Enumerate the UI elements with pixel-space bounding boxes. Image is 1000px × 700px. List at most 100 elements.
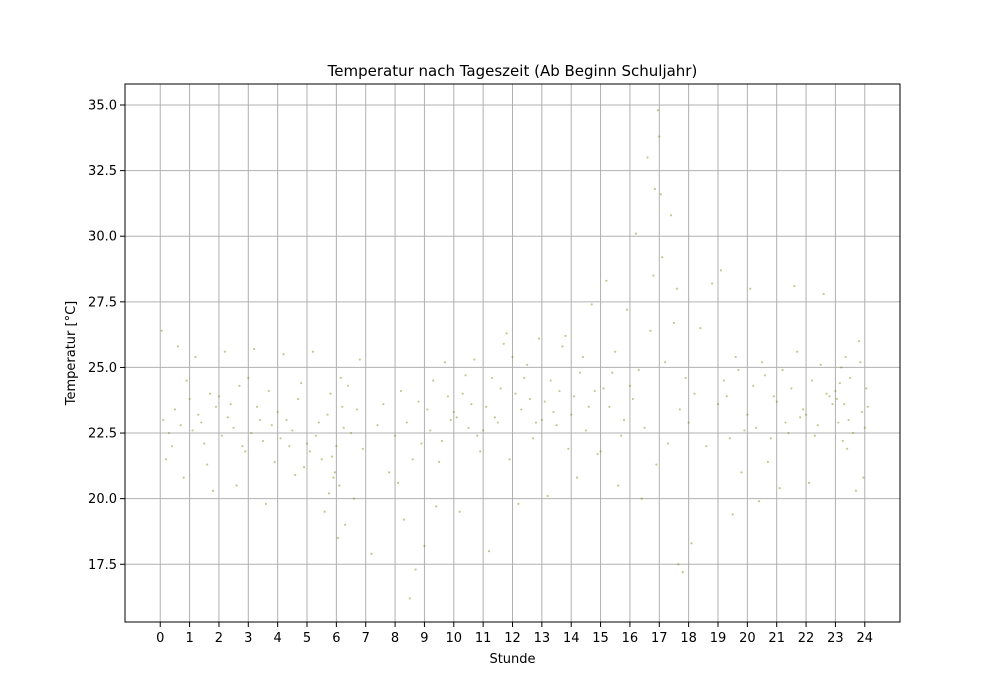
data-point bbox=[661, 256, 664, 259]
data-point bbox=[796, 350, 799, 353]
data-point bbox=[336, 536, 339, 540]
data-point bbox=[493, 416, 496, 419]
data-point bbox=[567, 447, 570, 450]
data-point bbox=[634, 232, 637, 235]
data-point bbox=[819, 363, 822, 366]
data-point bbox=[675, 287, 678, 290]
data-point bbox=[699, 326, 702, 330]
data-point bbox=[799, 416, 802, 419]
x-tick-label: 20 bbox=[739, 631, 756, 646]
data-point bbox=[438, 460, 441, 464]
data-point bbox=[432, 379, 435, 382]
data-point bbox=[440, 439, 444, 443]
data-point bbox=[420, 442, 423, 445]
data-point bbox=[658, 135, 661, 138]
data-point bbox=[628, 384, 632, 387]
data-point bbox=[382, 403, 385, 406]
data-point bbox=[223, 350, 226, 353]
data-point bbox=[173, 408, 177, 411]
data-point bbox=[476, 434, 479, 437]
data-point bbox=[256, 405, 259, 408]
data-point bbox=[302, 466, 306, 469]
data-point bbox=[361, 447, 364, 450]
data-point bbox=[844, 355, 847, 359]
data-point bbox=[605, 279, 608, 282]
data-point bbox=[399, 389, 403, 393]
data-point bbox=[711, 282, 714, 285]
data-point bbox=[342, 426, 345, 429]
data-point bbox=[417, 400, 420, 403]
x-tick-label: 18 bbox=[680, 631, 697, 646]
data-point bbox=[716, 403, 720, 406]
data-point bbox=[637, 368, 640, 372]
data-point bbox=[229, 403, 232, 406]
data-point bbox=[731, 513, 734, 516]
data-point bbox=[631, 397, 634, 401]
data-point bbox=[300, 382, 303, 385]
data-point bbox=[778, 487, 781, 490]
data-point bbox=[426, 408, 429, 411]
data-point bbox=[235, 484, 238, 487]
data-point bbox=[584, 429, 587, 432]
data-point bbox=[388, 471, 391, 474]
data-point bbox=[402, 518, 405, 521]
data-point bbox=[258, 418, 262, 422]
x-tick-label: 21 bbox=[768, 631, 785, 646]
data-point bbox=[191, 429, 194, 432]
x-tick-label: 4 bbox=[274, 631, 282, 646]
data-point bbox=[376, 424, 379, 427]
x-tick-label: 10 bbox=[446, 631, 463, 646]
data-point bbox=[185, 379, 188, 382]
y-tick-label: 35.0 bbox=[88, 98, 117, 113]
data-point bbox=[339, 376, 342, 380]
data-point bbox=[520, 408, 523, 411]
data-point bbox=[643, 426, 646, 429]
x-tick-label: 9 bbox=[420, 631, 428, 646]
data-point bbox=[775, 400, 778, 403]
data-point bbox=[558, 389, 561, 393]
data-point bbox=[526, 363, 529, 366]
data-point bbox=[194, 355, 197, 359]
data-point bbox=[652, 274, 655, 277]
x-axis-label: Stunde bbox=[489, 652, 535, 667]
data-point bbox=[857, 340, 861, 343]
data-point bbox=[847, 418, 850, 422]
data-points bbox=[160, 109, 869, 600]
data-point bbox=[640, 497, 643, 500]
data-point bbox=[534, 421, 538, 424]
data-point bbox=[203, 442, 206, 445]
data-point bbox=[217, 395, 221, 398]
data-point bbox=[678, 408, 681, 411]
data-point bbox=[423, 544, 426, 547]
data-point bbox=[435, 505, 438, 508]
data-point bbox=[531, 437, 535, 440]
y-tick-label: 22.5 bbox=[88, 427, 117, 442]
data-point bbox=[182, 476, 185, 479]
data-point bbox=[170, 445, 174, 448]
x-tick-label: 3 bbox=[244, 631, 252, 646]
data-point bbox=[659, 193, 662, 196]
data-point bbox=[656, 109, 659, 112]
data-point bbox=[617, 484, 620, 487]
x-tick-label: 19 bbox=[710, 631, 727, 646]
data-point bbox=[693, 392, 696, 395]
data-point bbox=[355, 408, 359, 411]
y-tick-label: 30.0 bbox=[88, 230, 117, 245]
data-point bbox=[273, 460, 276, 464]
data-point bbox=[564, 334, 567, 338]
data-point bbox=[561, 345, 564, 348]
data-point bbox=[666, 442, 670, 445]
data-point bbox=[529, 397, 532, 401]
data-point bbox=[766, 460, 770, 464]
data-point bbox=[335, 445, 338, 448]
data-point bbox=[160, 329, 163, 332]
data-point bbox=[757, 500, 761, 503]
data-point bbox=[449, 418, 452, 422]
data-point bbox=[862, 476, 865, 479]
data-point bbox=[347, 384, 350, 387]
data-point bbox=[502, 342, 505, 345]
data-point bbox=[602, 387, 605, 390]
data-point bbox=[479, 450, 482, 453]
data-point bbox=[197, 413, 200, 416]
data-point bbox=[244, 450, 247, 453]
